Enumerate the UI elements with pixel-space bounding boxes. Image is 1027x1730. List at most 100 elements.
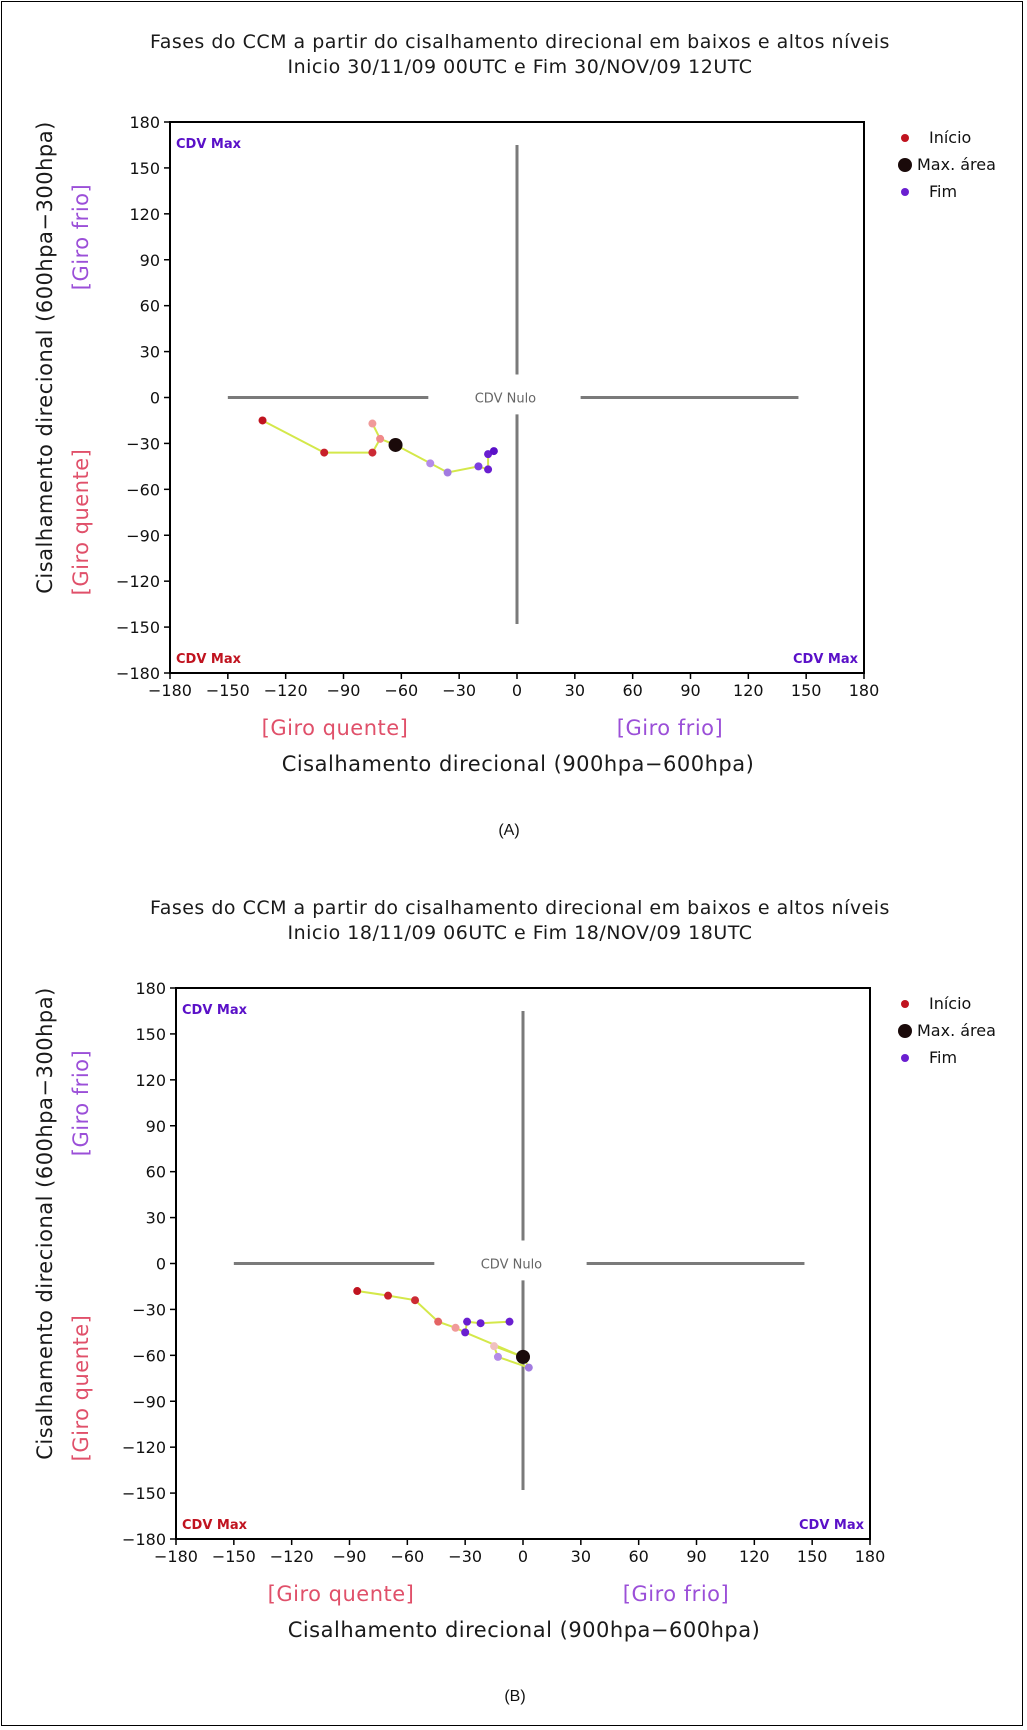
data-point [368,448,377,457]
x-tick-label: −180 [154,1547,198,1566]
chart-subtitle: Inicio 18/11/09 06UTC e Fim 18/NOV/09 18… [287,922,752,944]
x-tick-label: −60 [384,681,418,700]
figure-caption: (B) [504,1688,525,1705]
x-tick-label: −90 [327,681,361,700]
legend-label: Início [929,128,971,147]
y-tick-label: 60 [146,1163,166,1182]
data-point [463,1317,472,1326]
y-tick-label: 150 [135,1025,166,1044]
y-tick-label: 90 [146,1117,166,1136]
data-point [505,1317,514,1326]
x-tick-label: 150 [797,1547,828,1566]
data-point [524,1363,533,1372]
y-tick-label: 120 [135,1071,166,1090]
legend-marker [901,134,909,142]
x-tick-label: −120 [270,1547,314,1566]
y-tick-label: 60 [140,297,160,316]
data-point [490,1342,499,1351]
y-tick-label: −60 [132,1346,166,1365]
cdv-max-bottom-left: CDV Max [176,652,242,667]
y-tick-label: 120 [129,205,160,224]
y-axis-label: Cisalhamento direcional (600hpa−300hpa) [33,121,57,594]
x-tick-label: −60 [390,1547,424,1566]
data-point [493,1352,502,1361]
x-tick-label: −30 [448,1547,482,1566]
data-point [474,462,483,471]
y-giro-top: [Giro frio] [69,1050,93,1156]
x-tick-label: 90 [680,681,700,700]
x-tick-label: 60 [622,681,642,700]
legend-marker [901,188,909,196]
y-tick-label: 90 [140,251,160,270]
cdv-max-bottom-right: CDV Max [793,652,859,667]
y-tick-label: −60 [126,480,160,499]
data-point [484,465,493,474]
legend-marker [898,1024,912,1038]
x-axis-label: Cisalhamento direcional (900hpa−600hpa) [288,1618,761,1642]
data-point [376,434,385,443]
cdv-max-top-left: CDV Max [176,137,242,152]
x-tick-label: 60 [628,1547,648,1566]
x-tick-label: 180 [855,1547,886,1566]
trajectory-line [262,419,495,474]
center-label: CDV Nulo [481,1258,542,1273]
y-tick-label: −150 [122,1484,166,1503]
legend-marker [898,158,912,172]
data-point [461,1328,470,1337]
x-tick-label: 30 [565,681,585,700]
legend-label: Fim [929,182,957,201]
x-giro-left: [Giro quente] [268,1582,415,1606]
data-point [258,416,267,425]
legend-label: Fim [929,1048,957,1067]
figure-caption: (A) [498,822,519,839]
y-tick-label: −120 [116,572,160,591]
y-tick-label: −90 [126,526,160,545]
data-point [489,447,498,456]
y-tick-label: −30 [126,434,160,453]
legend-marker [901,1000,909,1008]
x-tick-label: −150 [206,681,250,700]
data-point [384,1291,393,1300]
max-area-point [388,437,403,452]
y-tick-label: −180 [116,664,160,683]
data-point [411,1296,420,1305]
legend-label: Início [929,994,971,1013]
cdv-max-top-left: CDV Max [182,1003,248,1018]
cdv-max-bottom-left: CDV Max [182,1518,248,1533]
y-tick-label: 30 [140,343,160,362]
x-giro-right: [Giro frio] [623,1582,729,1606]
x-tick-label: 0 [518,1547,528,1566]
y-tick-label: −180 [122,1530,166,1549]
x-tick-label: −120 [264,681,308,700]
center-label: CDV Nulo [475,392,536,407]
chart-panel-1: Fases do CCM a partir do cisalhamento di… [33,31,996,839]
chart-subtitle: Inicio 30/11/09 00UTC e Fim 30/NOV/09 12… [287,56,752,78]
x-giro-right: [Giro frio] [617,716,723,740]
chart-panel-2: Fases do CCM a partir do cisalhamento di… [33,897,996,1705]
data-point [368,419,377,428]
max-area-point [516,1349,530,1364]
x-tick-label: 0 [512,681,522,700]
y-tick-label: −150 [116,618,160,637]
y-tick-label: 180 [129,113,160,132]
data-point [353,1287,362,1296]
data-point [434,1317,443,1326]
x-tick-label: 120 [739,1547,770,1566]
x-tick-label: −90 [333,1547,367,1566]
y-giro-top: [Giro frio] [69,184,93,290]
y-tick-label: 0 [156,1255,166,1274]
x-giro-left: [Giro quente] [262,716,409,740]
x-tick-label: 180 [849,681,880,700]
chart-title: Fases do CCM a partir do cisalhamento di… [150,31,890,53]
y-tick-label: 150 [129,159,160,178]
x-tick-label: 120 [733,681,764,700]
legend-marker [901,1054,909,1062]
x-tick-label: 150 [791,681,822,700]
x-tick-label: 30 [571,1547,591,1566]
y-giro-bottom: [Giro quente] [69,1315,93,1462]
data-point [476,1319,485,1328]
y-axis-label: Cisalhamento direcional (600hpa−300hpa) [33,987,57,1460]
data-point [451,1323,460,1332]
